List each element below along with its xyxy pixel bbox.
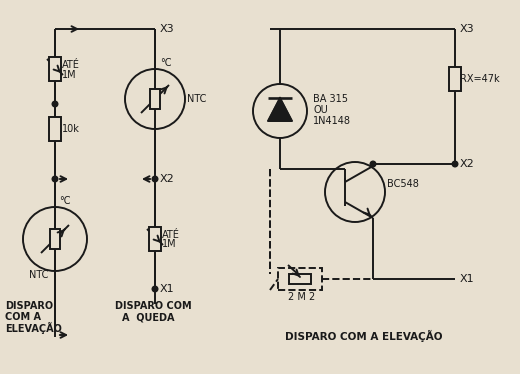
Bar	[49, 117, 61, 141]
Text: BA 315: BA 315	[313, 94, 348, 104]
Bar	[150, 89, 160, 109]
Text: DISPARO COM: DISPARO COM	[115, 301, 192, 311]
Text: X1: X1	[160, 284, 175, 294]
Text: X3: X3	[460, 24, 475, 34]
Bar	[278, 268, 322, 290]
Text: COM A: COM A	[5, 312, 41, 322]
Text: OU: OU	[313, 105, 328, 115]
Text: 1N4148: 1N4148	[313, 116, 351, 126]
Text: BC548: BC548	[387, 179, 419, 189]
Bar	[49, 57, 61, 81]
Text: ATÉ: ATÉ	[62, 60, 80, 70]
Text: DISPARO: DISPARO	[5, 301, 53, 311]
Text: X3: X3	[160, 24, 175, 34]
Text: NTC: NTC	[29, 270, 48, 280]
Text: X2: X2	[160, 174, 175, 184]
Text: 1M: 1M	[162, 239, 177, 249]
Text: NTC: NTC	[187, 94, 206, 104]
Bar	[289, 274, 311, 284]
Bar	[149, 227, 161, 251]
Text: 2 M 2: 2 M 2	[288, 292, 315, 302]
Bar	[449, 67, 461, 91]
Text: 1M: 1M	[62, 70, 76, 80]
Text: A  QUEDA: A QUEDA	[122, 312, 175, 322]
Circle shape	[152, 286, 158, 292]
Text: 10k: 10k	[62, 124, 80, 134]
Circle shape	[52, 101, 58, 107]
Text: X2: X2	[460, 159, 475, 169]
Circle shape	[152, 176, 158, 182]
Text: RX=47k: RX=47k	[460, 74, 500, 84]
Circle shape	[452, 161, 458, 167]
Polygon shape	[268, 98, 292, 121]
Text: ELEVAÇÃO: ELEVAÇÃO	[5, 322, 62, 334]
Text: °C: °C	[59, 196, 71, 206]
Circle shape	[52, 176, 58, 182]
Text: DISPARO COM A ELEVAÇÃO: DISPARO COM A ELEVAÇÃO	[285, 330, 443, 342]
Text: °C: °C	[160, 58, 172, 68]
Text: ATÉ: ATÉ	[162, 230, 180, 240]
Text: X1: X1	[460, 274, 475, 284]
Circle shape	[370, 161, 376, 167]
Bar	[50, 229, 60, 249]
